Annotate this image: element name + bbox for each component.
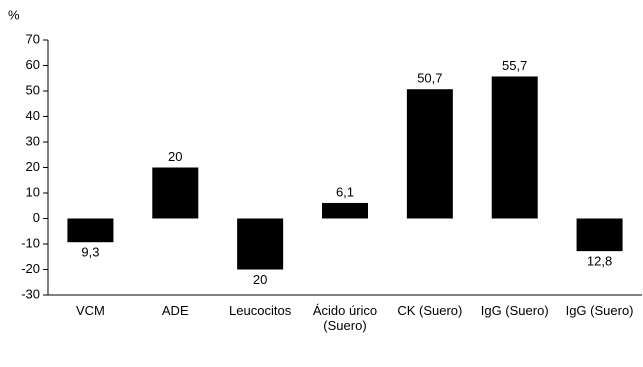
y-tick-label: -10 <box>21 235 40 250</box>
bar <box>322 202 368 219</box>
x-tick-label: IgG (Suero) <box>480 303 549 318</box>
bar <box>237 218 284 270</box>
bar <box>152 167 199 219</box>
data-label: 20 <box>253 272 267 287</box>
bar <box>491 76 538 219</box>
data-label: 12,8 <box>587 254 612 269</box>
data-label: 20 <box>168 149 182 164</box>
bar <box>67 218 114 243</box>
x-tick-label: VCM <box>75 303 105 318</box>
bar <box>576 218 623 252</box>
y-tick-label: 70 <box>26 31 40 46</box>
x-tick-label: ADE <box>161 303 189 318</box>
y-tick-label: 30 <box>26 133 40 148</box>
y-tick-label: 10 <box>26 184 40 199</box>
y-tick-label: 50 <box>26 82 40 97</box>
x-tick-label: Ácido úrico (Suero) <box>312 303 378 333</box>
data-label: 6,1 <box>336 184 354 199</box>
x-tick-label: IgG (Suero) <box>565 303 634 318</box>
y-tick-label: 20 <box>26 159 40 174</box>
x-tick-label: CK (Suero) <box>397 303 463 318</box>
data-label: 9,3 <box>81 245 99 260</box>
y-tick-label: 0 <box>33 210 40 225</box>
y-tick-label: 60 <box>26 57 40 72</box>
y-tick-label: -30 <box>21 286 40 301</box>
y-tick-label: 40 <box>26 108 40 123</box>
x-tick-label: Leucocitos <box>229 303 292 318</box>
data-label: 50,7 <box>417 71 442 86</box>
y-axis-label: % <box>8 7 20 22</box>
y-tick-label: -20 <box>21 261 40 276</box>
bar <box>406 89 453 219</box>
data-label: 55,7 <box>502 58 527 73</box>
